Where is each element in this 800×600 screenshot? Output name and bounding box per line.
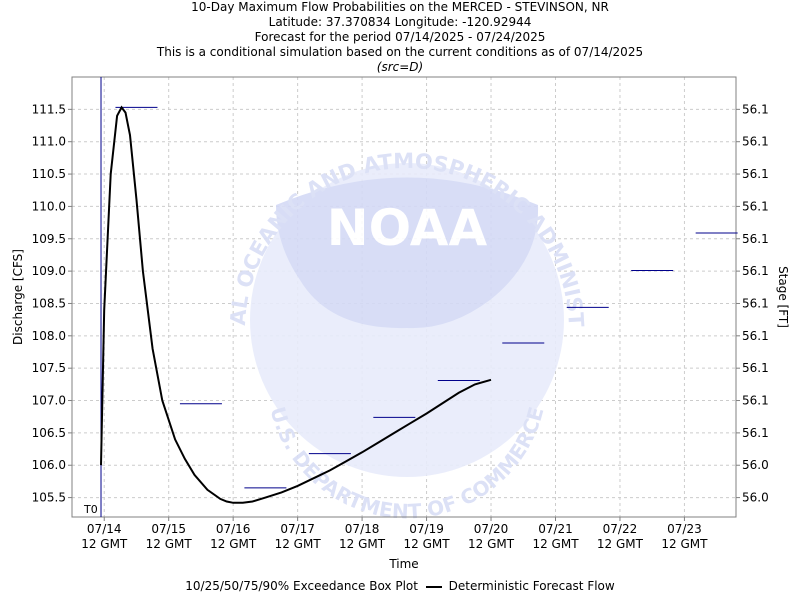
y-tick-label: 107.0 [32,394,66,408]
x-tick-label: 07/19 [409,522,444,536]
x-tick-label-time: 12 GMT [661,537,708,551]
y2-tick-label: 56.1 [742,394,769,408]
x-tick-label-time: 12 GMT [275,537,322,551]
x-tick-label: 07/21 [538,522,573,536]
chart-title: 10-Day Maximum Flow Probabilities on the… [191,0,609,14]
y2-tick-label: 56.1 [742,296,769,310]
y2-axis-label: Stage [FT] [776,266,790,328]
legend-line-swatch [425,585,442,588]
watermark-bird [276,177,539,329]
legend-forecast-label: Deterministic Forecast Flow [448,579,615,593]
y-tick-label: 108.5 [32,296,66,310]
chart-header: 10-Day Maximum Flow Probabilities on the… [0,0,800,75]
y2-tick-label: 56.1 [742,264,769,278]
x-axis-label: Time [388,557,418,571]
y2-tick-label: 56.1 [742,167,769,181]
x-tick-label: 07/17 [280,522,315,536]
source-line: (src=D) [376,60,424,74]
period-line: Forecast for the period 07/14/2025 - 07/… [254,30,546,44]
y-tick-label: 106.5 [32,426,66,440]
y2-tick-label: 56.0 [742,491,769,505]
t0-label: T0 [83,503,98,516]
y-tick-label: 109.5 [32,232,66,246]
y-axis-label: Discharge [CFS] [11,249,25,345]
x-tick-label: 07/16 [216,522,251,536]
y2-tick-label: 56.0 [742,458,769,472]
x-tick-label: 07/23 [667,522,702,536]
x-tick-label: 07/15 [151,522,186,536]
legend-box-plot-label: 10/25/50/75/90% Exceedance Box Plot [185,579,418,593]
x-tick-label: 07/14 [87,522,122,536]
x-tick-label: 07/18 [345,522,380,536]
x-tick-label-time: 12 GMT [210,537,257,551]
y2-tick-label: 56.1 [742,361,769,375]
y-tick-label: 106.0 [32,458,66,472]
y2-tick-label: 56.1 [742,135,769,149]
x-tick-label: 07/20 [474,522,509,536]
condition-line: This is a conditional simulation based o… [156,45,644,59]
y-tick-label: 109.0 [32,264,66,278]
x-tick-label-time: 12 GMT [597,537,644,551]
y-tick-label: 110.5 [32,167,66,181]
axis-tick-labels: 105.5 56.0 106.0 56.0 106.5 56.1 107.0 56.1 107.… [32,102,769,551]
y2-tick-label: 56.1 [742,329,769,343]
exceedance-box-plots [115,106,738,489]
series-line-deterministic [100,105,492,504]
y2-tick-label: 56.1 [742,426,769,440]
legend: 10/25/50/75/90% Exceedance Box Plot Dete… [0,579,800,593]
y-tick-label: 108.0 [32,329,66,343]
x-tick-label-time: 12 GMT [146,537,193,551]
x-tick-label-time: 12 GMT [404,537,451,551]
y-tick-label: 111.5 [32,102,66,116]
y-tick-label: 111.0 [32,135,66,149]
watermark-agency: NOAA [327,199,488,257]
y2-tick-label: 56.1 [742,199,769,213]
location-line: Latitude: 37.370834 Longitude: -120.9294… [268,15,532,29]
plot-area [71,76,737,518]
x-tick-label: 07/22 [603,522,638,536]
x-tick-label-time: 12 GMT [81,537,128,551]
y-tick-label: 105.5 [32,491,66,505]
x-tick-label-time: 12 GMT [468,537,515,551]
y-tick-label: 107.5 [32,361,66,375]
y-tick-label: 110.0 [32,199,66,213]
y2-tick-label: 56.1 [742,102,769,116]
y2-tick-label: 56.1 [742,232,769,246]
x-tick-label-time: 12 GMT [339,537,386,551]
noaa-watermark: NOAA NATIONAL OCEANIC AND ATMOSPHERIC AD… [0,0,588,524]
x-tick-label-time: 12 GMT [532,537,579,551]
